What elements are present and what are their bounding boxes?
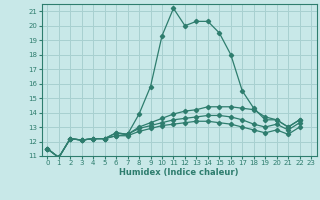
X-axis label: Humidex (Indice chaleur): Humidex (Indice chaleur): [119, 168, 239, 177]
